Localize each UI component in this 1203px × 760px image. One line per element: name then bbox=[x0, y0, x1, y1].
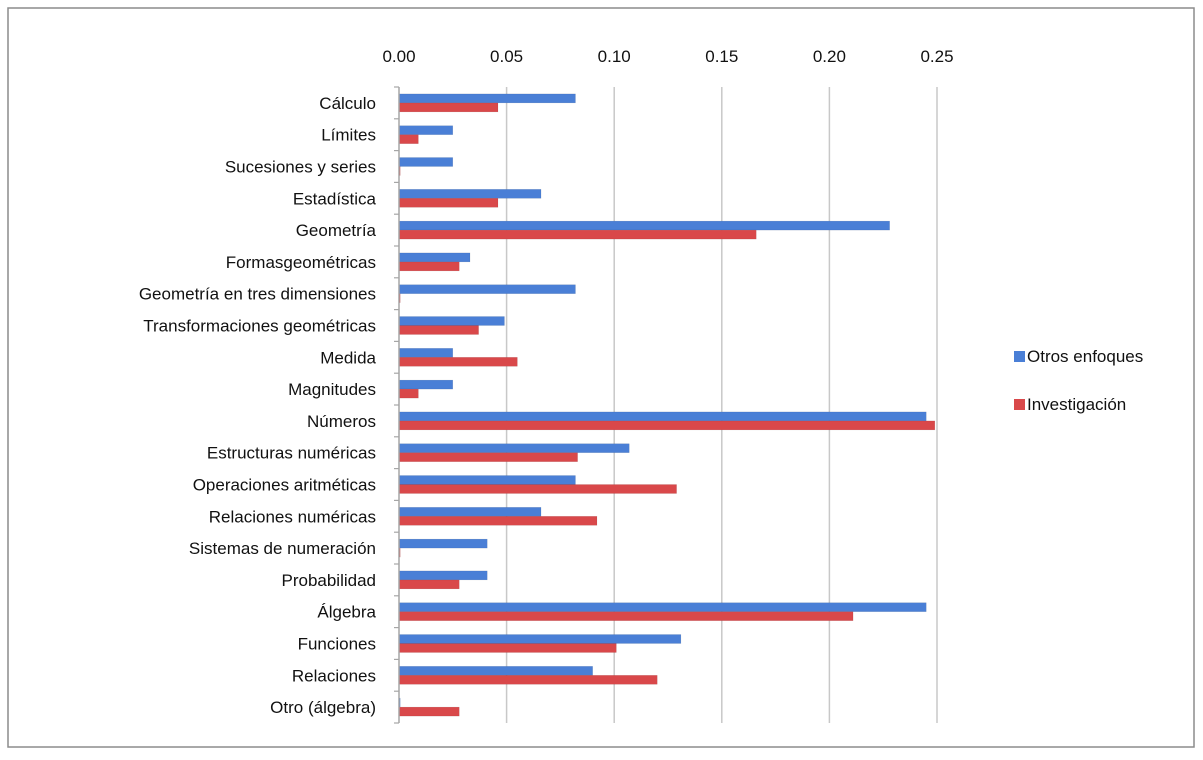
category-label: Magnitudes bbox=[288, 380, 376, 399]
x-tick-label: 0.20 bbox=[813, 47, 846, 66]
bar-investigacion bbox=[398, 484, 677, 494]
bar-investigacion bbox=[398, 643, 617, 653]
bar-otros-enfoques bbox=[398, 316, 505, 326]
x-tick-label: 0.00 bbox=[382, 47, 415, 66]
bar-investigacion bbox=[398, 452, 578, 462]
bar-investigacion bbox=[398, 134, 419, 144]
bar-otros-enfoques bbox=[398, 125, 454, 135]
bar-otros-enfoques bbox=[398, 443, 630, 453]
legend-swatch-otros-enfoques bbox=[1014, 351, 1025, 362]
category-label: Medida bbox=[320, 348, 376, 367]
x-tick-label: 0.15 bbox=[705, 47, 738, 66]
x-axis-ticks: 0.00 0.05 0.10 0.15 0.20 0.25 bbox=[382, 47, 953, 66]
bar-investigacion bbox=[398, 325, 479, 335]
category-label: Geometría en tres dimensiones bbox=[139, 285, 376, 304]
category-label: Álgebra bbox=[317, 603, 376, 622]
bars bbox=[398, 93, 936, 717]
bar-investigacion bbox=[398, 706, 460, 717]
x-tick-label: 0.25 bbox=[920, 47, 953, 66]
bar-otros-enfoques bbox=[398, 411, 927, 422]
legend: Otros enfoques Investigación bbox=[1014, 347, 1143, 414]
category-label: Relaciones numéricas bbox=[209, 507, 376, 526]
x-tick-label: 0.10 bbox=[598, 47, 631, 66]
bar-otros-enfoques bbox=[398, 666, 593, 676]
bar-investigacion bbox=[398, 675, 658, 685]
category-label: Sistemas de numeración bbox=[189, 539, 376, 558]
category-label: Operaciones aritméticas bbox=[193, 476, 376, 495]
category-label: Probabilidad bbox=[281, 571, 376, 590]
bar-otros-enfoques bbox=[398, 379, 454, 390]
category-label: Formasgeométricas bbox=[226, 253, 376, 272]
category-label: Transformaciones geométricas bbox=[143, 317, 376, 336]
bar-otros-enfoques bbox=[398, 189, 542, 199]
bar-otros-enfoques bbox=[398, 93, 576, 104]
bar-otros-enfoques bbox=[398, 284, 576, 294]
category-labels: Cálculo Límites Sucesiones y series Estadís… bbox=[139, 94, 377, 717]
x-tick-label: 0.05 bbox=[490, 47, 523, 66]
bar-investigacion bbox=[398, 357, 518, 367]
bar-investigacion bbox=[398, 229, 757, 240]
category-label: Funciones bbox=[298, 635, 376, 654]
category-label: Números bbox=[307, 412, 376, 431]
bar-investigacion bbox=[398, 516, 598, 526]
category-label: Estadística bbox=[293, 189, 377, 208]
category-label: Estructuras numéricas bbox=[207, 444, 376, 463]
bar-investigacion bbox=[398, 611, 854, 621]
legend-swatch-investigacion bbox=[1014, 399, 1025, 410]
bar-investigacion bbox=[398, 579, 460, 590]
bar-investigacion bbox=[398, 102, 499, 113]
bar-otros-enfoques bbox=[398, 634, 682, 644]
bar-investigacion bbox=[398, 420, 936, 431]
bar-investigacion bbox=[398, 198, 499, 208]
y-axis bbox=[394, 86, 400, 724]
category-label: Sucesiones y series bbox=[225, 158, 376, 177]
bar-otros-enfoques bbox=[398, 538, 488, 549]
bar-otros-enfoques bbox=[398, 602, 927, 612]
chart-border bbox=[7, 7, 1195, 748]
bar-otros-enfoques bbox=[398, 507, 542, 517]
bar-otros-enfoques bbox=[398, 252, 471, 263]
legend-label-investigacion: Investigación bbox=[1027, 395, 1126, 414]
category-label: Otro (álgebra) bbox=[270, 698, 376, 717]
bar-investigacion bbox=[398, 388, 419, 399]
bar-investigacion bbox=[398, 261, 460, 272]
category-label: Geometría bbox=[296, 221, 377, 240]
legend-label-otros-enfoques: Otros enfoques bbox=[1027, 347, 1143, 366]
bar-otros-enfoques bbox=[398, 157, 454, 167]
bar-otros-enfoques bbox=[398, 570, 488, 581]
bar-otros-enfoques bbox=[398, 220, 890, 231]
category-label: Relaciones bbox=[292, 666, 376, 685]
bar-otros-enfoques bbox=[398, 475, 576, 485]
category-label: Cálculo bbox=[319, 94, 376, 113]
bar-otros-enfoques bbox=[398, 348, 454, 358]
category-label: Límites bbox=[321, 126, 376, 145]
